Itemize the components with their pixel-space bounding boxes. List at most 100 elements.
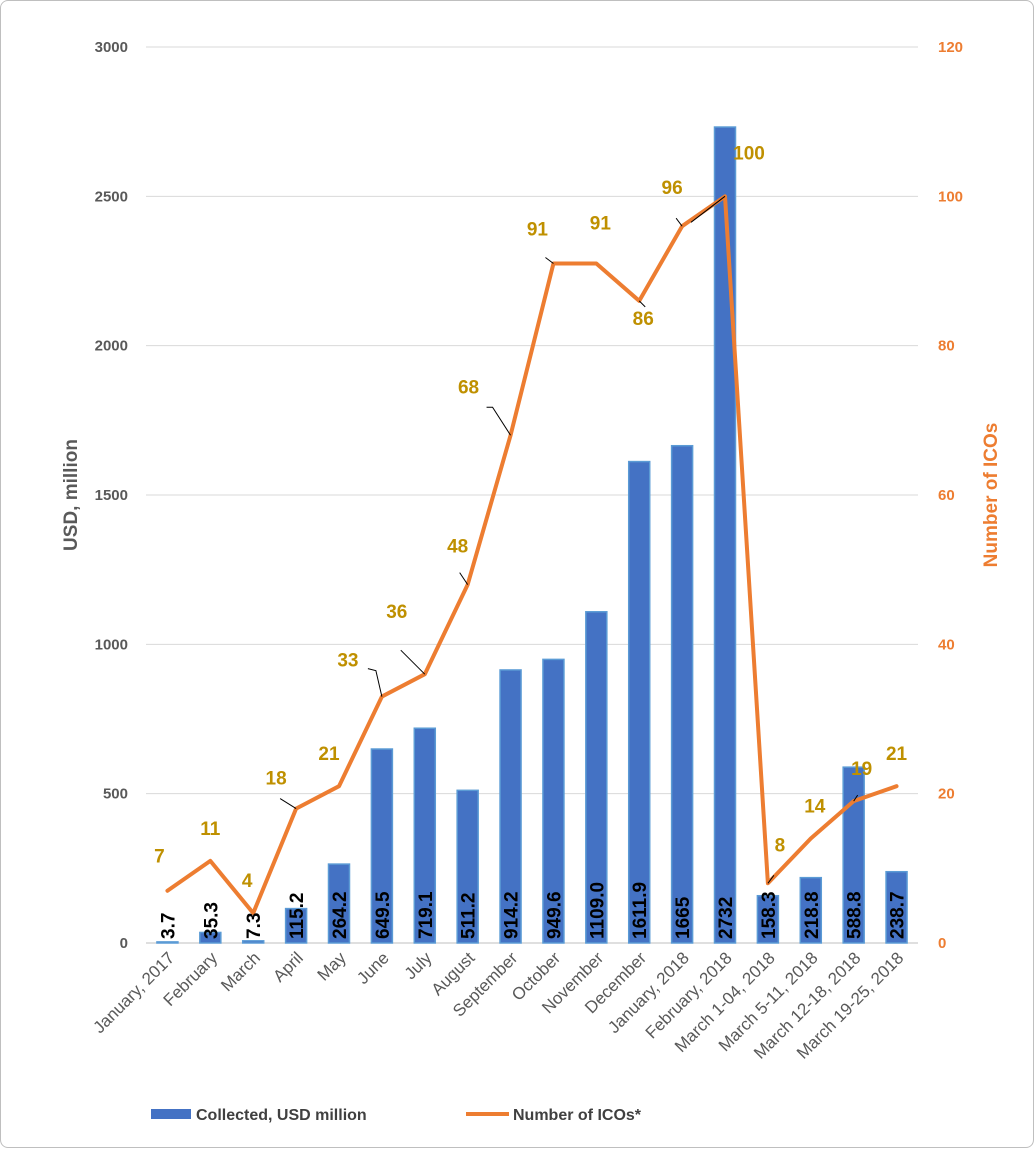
leader-line [279, 798, 297, 810]
x-tick-label: March [217, 948, 264, 995]
bar-value-label: 264.2 [330, 891, 351, 939]
right-tick-label: 120 [938, 39, 963, 56]
legend-bar-label: Collected, USD million [196, 1107, 367, 1124]
bar [199, 931, 222, 944]
leader-line [690, 195, 726, 223]
bar-data-labels: 3.7 35.3 7.3 115.2 264.2 649.5 719.1 511.2 914.2… [158, 882, 908, 939]
line-series [165, 194, 899, 916]
line-value-label: 96 [662, 178, 683, 199]
bar [456, 789, 479, 944]
bar [370, 748, 394, 944]
bar-value-label: 949.6 [544, 891, 565, 939]
bar [885, 870, 908, 944]
line-value-label: 19 [851, 759, 872, 780]
label-leader-lines [279, 195, 859, 884]
bar-value-label: 511.2 [459, 893, 480, 940]
legend-line-label: Number of ICOs* [513, 1107, 642, 1124]
bar-value-label: 1611.9 [630, 882, 651, 939]
leader-line [638, 300, 646, 308]
leader-line [400, 649, 426, 675]
left-tick-label: 3000 [95, 39, 128, 56]
line-data-labels: 7 11 4 18 21 33 36 48 68 91 91 86 96 100 8 14 19 21 [154, 143, 907, 892]
x-tick-label: April [269, 948, 306, 985]
right-tick-label: 100 [938, 188, 963, 205]
legend-bar-swatch [151, 1109, 191, 1119]
line-value-label: 36 [386, 602, 407, 623]
leader-line [767, 874, 775, 884]
bar [284, 907, 308, 944]
bar-value-label: 719.1 [416, 891, 437, 939]
bar-value-label: 3.7 [158, 913, 179, 939]
left-axis-title: USD, million [61, 439, 82, 551]
left-tick-label: 2500 [95, 188, 128, 205]
bar [327, 863, 351, 944]
right-axis-title: Number of ICOs [981, 423, 1002, 568]
line-value-label: 91 [527, 220, 549, 241]
left-tick-label: 0 [120, 935, 128, 952]
x-tick-label: June [353, 948, 393, 988]
ico-count-line [165, 194, 899, 916]
line-value-label: 7 [154, 847, 165, 868]
left-tick-label: 500 [103, 786, 128, 803]
right-tick-label: 60 [938, 487, 955, 504]
leader-line [367, 668, 383, 697]
bar-value-label: 1109.0 [587, 882, 608, 939]
left-tick-label: 2000 [95, 338, 128, 355]
bar-value-label: 115.2 [287, 893, 308, 940]
leader-line [853, 794, 859, 802]
leader-line [675, 217, 683, 227]
bar [156, 941, 179, 944]
line-value-label: 86 [633, 309, 654, 330]
x-tick-label: July [401, 948, 436, 983]
bar [627, 460, 651, 944]
line-value-label: 18 [266, 769, 287, 790]
bar [670, 444, 694, 944]
left-tick-label: 1500 [95, 487, 128, 504]
line-value-label: 21 [318, 744, 340, 765]
right-tick-label: 80 [938, 338, 955, 355]
bar-value-label: 238.7 [888, 891, 909, 939]
legend: Collected, USD million Number of ICOs* [151, 1107, 642, 1124]
bar-series [156, 126, 908, 944]
right-tick-label: 40 [938, 636, 955, 653]
bar-value-label: 914.2 [502, 891, 523, 939]
bar [542, 658, 565, 944]
bar [799, 876, 823, 944]
leader-line [545, 257, 554, 264]
bar [241, 940, 265, 944]
bar-value-label: 2732 [716, 897, 737, 939]
right-tick-label: 0 [938, 935, 946, 952]
right-axis-ticks: 0 20 40 60 80 100 120 [938, 39, 963, 952]
bar-value-label: 588.8 [845, 891, 866, 939]
bar-value-label: 218.8 [802, 891, 823, 939]
right-tick-label: 20 [938, 786, 955, 803]
line-value-label: 4 [242, 871, 253, 892]
line-value-label: 11 [200, 819, 221, 840]
line-value-label: 91 [590, 214, 612, 235]
line-value-label: 14 [804, 796, 826, 817]
bar-value-label: 35.3 [201, 902, 222, 939]
bar [499, 669, 522, 944]
bar [585, 611, 608, 944]
left-tick-label: 1000 [95, 636, 128, 653]
bar [842, 766, 865, 944]
bar-value-label: 1665 [673, 896, 694, 939]
line-value-label: 68 [458, 377, 479, 398]
left-axis-ticks: 0 500 1000 1500 2000 2500 3000 [95, 39, 128, 952]
bar-value-label: 649.5 [373, 891, 394, 939]
line-value-label: 33 [337, 651, 358, 672]
bar [713, 126, 737, 944]
x-tick-label: May [314, 948, 350, 984]
gridlines [146, 46, 918, 944]
leader-line [459, 572, 469, 585]
line-value-label: 8 [775, 835, 786, 856]
line-value-label: 21 [886, 744, 908, 765]
bar-value-label: 7.3 [244, 913, 265, 939]
line-value-label: 48 [447, 537, 468, 558]
leader-line [486, 406, 511, 436]
line-value-label: 100 [733, 143, 765, 164]
bar [413, 727, 437, 944]
bar [756, 894, 780, 944]
